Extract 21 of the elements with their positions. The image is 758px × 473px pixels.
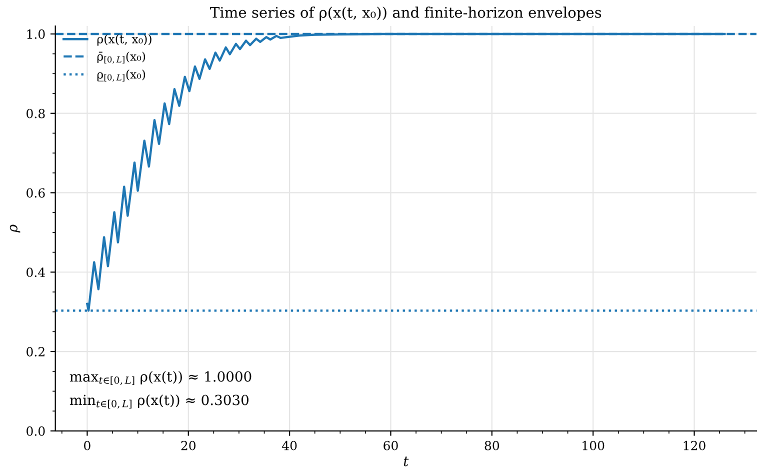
x-tick-label: 120 — [684, 440, 706, 450]
y-tick-label: 0.4 — [26, 268, 45, 278]
x-tick-label: 40 — [282, 440, 297, 450]
x-tick-label: 20 — [181, 440, 196, 450]
annotation: max$_{t∈[0,L]}$ ρ(x(t)) ≈ 1.0000 — [70, 370, 252, 386]
legend-label: ρ̄$_{[0,L]}$(x₀) — [97, 52, 146, 64]
chart-title: Time series of ρ(x(t, x₀)) and finite-horizon envelopes — [210, 6, 602, 21]
x-tick-label: 0 — [84, 440, 90, 450]
annotation: min$_{t∈[0,L]}$ ρ(x(t)) ≈ 0.3030 — [70, 394, 248, 409]
x-tick-label: 80 — [484, 440, 500, 450]
x-tick-label: 60 — [384, 440, 398, 450]
x-axis-title: t — [404, 456, 409, 466]
y-tick-label: 1.0 — [27, 29, 45, 39]
y-axis-title: ρ — [10, 224, 20, 233]
y-tick-label: 0.0 — [26, 426, 45, 436]
y-tick-label: 0.2 — [26, 346, 44, 356]
x-tick-label: 100 — [582, 440, 604, 450]
legend-label: ρ̲$_{[0,L]}$(x₀) — [97, 70, 146, 82]
legend-label: ρ(x(t, x₀)) — [97, 34, 152, 46]
y-tick-label: 0.8 — [26, 108, 45, 118]
y-tick-label: 0.6 — [26, 188, 45, 198]
